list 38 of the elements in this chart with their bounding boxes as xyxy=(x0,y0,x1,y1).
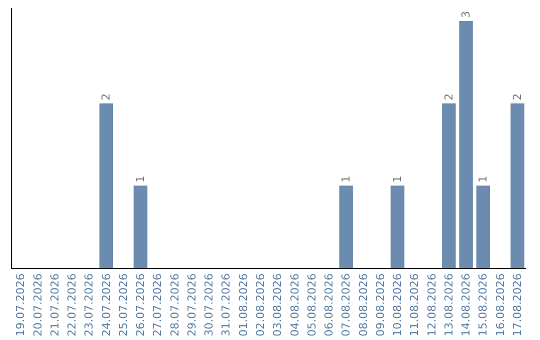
data-label: 1 xyxy=(134,176,147,183)
data-label: 2 xyxy=(510,93,524,100)
x-tick-label: 20.07.2026 xyxy=(31,273,44,336)
x-tick-label: 24.07.2026 xyxy=(100,273,113,336)
x-tick-label: 07.08.2026 xyxy=(340,273,353,336)
x-tick-label: 12.08.2026 xyxy=(425,273,438,336)
x-tick-label: 08.08.2026 xyxy=(356,273,370,336)
x-tick-label: 02.08.2026 xyxy=(254,273,268,336)
x-tick-label: 31.07.2026 xyxy=(220,273,233,336)
x-tick-label: 17.08.2026 xyxy=(511,273,524,336)
x-tick-label: 05.08.2026 xyxy=(305,273,318,336)
x-tick-label: 16.08.2026 xyxy=(494,273,507,336)
data-label: 2 xyxy=(100,93,113,100)
x-tick-label: 29.07.2026 xyxy=(185,273,198,336)
x-tick-label: 06.08.2026 xyxy=(322,273,336,336)
data-label: 1 xyxy=(340,176,353,183)
x-tick-label: 25.07.2026 xyxy=(116,273,130,336)
x-tick-label: 15.08.2026 xyxy=(476,273,490,336)
x-tick-label: 13.08.2026 xyxy=(442,273,456,336)
x-tick-label: 28.07.2026 xyxy=(168,273,182,336)
x-tick-label: 14.08.2026 xyxy=(460,273,473,336)
x-tick-label: 04.08.2026 xyxy=(288,273,302,336)
data-label: 1 xyxy=(391,176,404,183)
x-tick-label: 21.07.2026 xyxy=(48,273,62,336)
x-tick-label: 27.07.2026 xyxy=(151,273,164,336)
x-tick-label: 26.07.2026 xyxy=(134,273,148,336)
data-label: 1 xyxy=(476,176,490,183)
x-tick-label: 01.08.2026 xyxy=(236,273,250,336)
x-tick-label: 22.07.2026 xyxy=(66,273,79,336)
x-tick-label: 09.08.2026 xyxy=(374,273,387,336)
x-tick-label: 30.07.2026 xyxy=(202,273,216,336)
x-tick-label: 11.08.2026 xyxy=(408,273,422,336)
data-label: 2 xyxy=(442,93,456,100)
x-tick-label: 10.08.2026 xyxy=(391,273,404,336)
x-tick-label: 03.08.2026 xyxy=(271,273,284,336)
data-label: 3 xyxy=(460,11,473,18)
x-tick-label: 19.07.2026 xyxy=(14,273,28,336)
x-tick-label: 23.07.2026 xyxy=(82,273,96,336)
